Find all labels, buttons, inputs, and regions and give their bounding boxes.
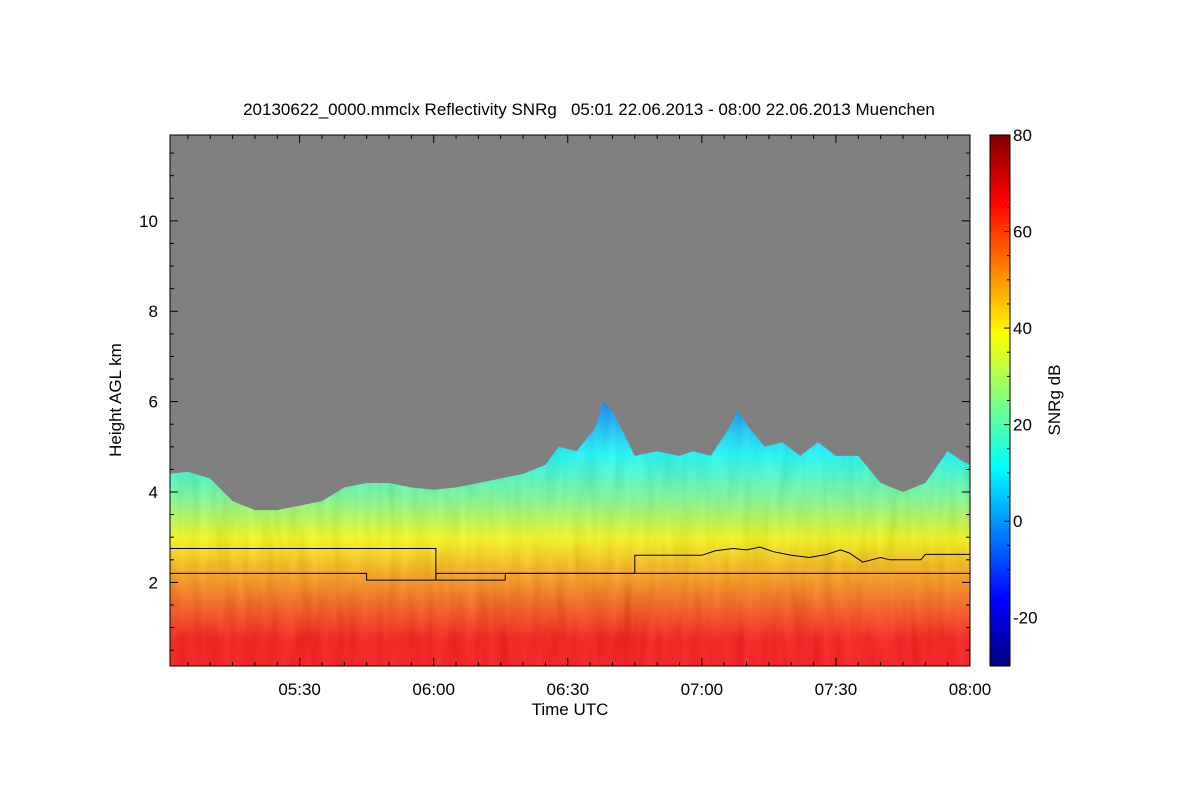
y-tick-label: 6 (149, 393, 158, 412)
colorbar-tick-label: 80 (1013, 126, 1032, 145)
y-tick-label: 2 (149, 573, 158, 592)
colorbar-tick-label: 20 (1013, 416, 1032, 435)
y-tick-label: 8 (149, 302, 158, 321)
plot-area (169, 134, 971, 667)
colorbar-tick-label: 40 (1013, 319, 1032, 338)
colorbar-tick-label: 0 (1013, 512, 1022, 531)
x-axis-label: Time UTC (532, 700, 609, 719)
x-axis: 05:30 06:00 06:30 07:00 07:30 08:00 (187, 135, 992, 699)
x-tick-label: 07:30 (815, 680, 858, 699)
x-tick-label: 07:00 (681, 680, 724, 699)
x-tick-label: 08:00 (949, 680, 992, 699)
colorbar-tick-label: 60 (1013, 223, 1032, 242)
series-line-1 (170, 572, 970, 581)
colorbar-tick-label: -20 (1013, 609, 1038, 628)
colorbar: -20 0 20 40 60 80 SNRg dB (989, 126, 1064, 667)
layer-boundaries (170, 546, 970, 581)
y-tick-label: 10 (139, 212, 158, 231)
colorbar-axis: -20 0 20 40 60 80 (1004, 126, 1038, 643)
chart-title: 20130622_0000.mmclx Reflectivity SNRg 05… (243, 100, 935, 119)
y-tick-label: 4 (149, 483, 158, 502)
x-tick-label: 06:30 (546, 680, 589, 699)
y-axis: 2 4 6 8 10 (139, 152, 970, 651)
echo-texture (170, 401, 970, 666)
y-axis-label: Height AGL km (106, 343, 125, 457)
plot-frame (169, 134, 971, 667)
colorbar-label: SNRg dB (1045, 365, 1064, 436)
x-tick-label: 05:30 (278, 680, 321, 699)
x-tick-label: 06:00 (412, 680, 455, 699)
